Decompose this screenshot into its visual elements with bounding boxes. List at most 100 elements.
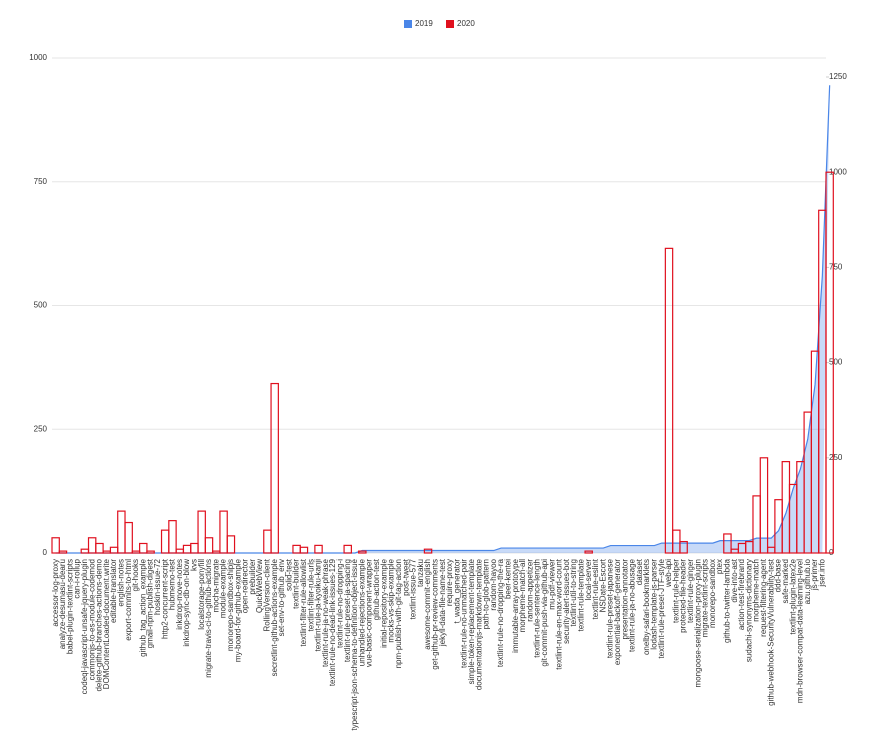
- x-tick-label: prebuilder: [248, 559, 257, 595]
- x-tick-label: github_tag_action_example: [138, 558, 147, 656]
- legend-label: 2019: [415, 19, 433, 28]
- y-tick-label: 1000: [29, 53, 47, 62]
- x-tick-label: commonjs-to-es-module-codemod: [87, 559, 96, 680]
- x-tick-label: secretlint-github-actions-example: [270, 558, 279, 676]
- y-tick-label: 750: [34, 177, 48, 186]
- x-tick-label: module-example: [219, 558, 228, 618]
- x-tick-label: js-primer: [810, 559, 819, 591]
- x-tick-label: gmail-npm-publish-digest: [146, 558, 155, 648]
- x-tick-label: jser.info: [817, 558, 826, 587]
- y2-tick-label: 500: [829, 358, 843, 367]
- x-tick-label: NSDate-Escort: [598, 558, 607, 612]
- x-tick-label: inkdrop-sync-db-on-blow: [182, 559, 191, 647]
- x-tick-label: set-env-to-github_env: [277, 559, 286, 636]
- x-tick-label: textlint-rule-preset-japanese: [606, 558, 615, 658]
- x-tick-label: mu-pdf-viewer: [547, 559, 556, 610]
- bar: [197, 510, 206, 554]
- bar: [584, 550, 593, 554]
- x-tick-label: require-proxy: [445, 559, 454, 606]
- x-tick-label: textlint-issue-577: [409, 558, 418, 619]
- x-tick-label: accessor-log-proxy: [51, 559, 60, 627]
- x-tick-label: hoskin-issue-72: [153, 558, 162, 615]
- x-tick-label: textlint-rule-no-dead-link-issues-129: [328, 558, 337, 686]
- x-tick-label: beer-kentei: [503, 559, 512, 599]
- bar: [139, 542, 148, 554]
- x-tick-label: export-commits-to-html: [124, 559, 133, 641]
- x-tick-label: path-to-glob-pattern: [482, 559, 491, 629]
- x-tick-label: textlint-filter-rule-allowlist: [299, 558, 308, 646]
- x-tick-label: mdn-browser-compat-data-learning-level: [796, 559, 805, 703]
- x-tick-label: github-action-test: [372, 558, 381, 620]
- x-tick-label: dive-into-ast: [730, 558, 739, 602]
- x-tick-label: npm-publish-with-git-tag-action: [394, 559, 403, 668]
- bar: [80, 548, 90, 554]
- x-tick-label: textlint-rule-en-max-word-count: [555, 558, 564, 669]
- x-tick-label: textlint-rule-preset-ja-spacing: [343, 559, 352, 662]
- y2-tick-label: 1250: [829, 72, 847, 81]
- bar: [664, 247, 674, 554]
- x-tick-label: random-appetizer: [525, 559, 534, 622]
- bar: [270, 382, 279, 554]
- x-tick-label: http2-concurrent-script: [160, 558, 169, 639]
- area-fill: [55, 85, 830, 553]
- y-tick-label: 500: [34, 301, 48, 310]
- bar: [204, 537, 214, 554]
- bar: [423, 548, 433, 554]
- x-tick-label: can-i-rollup: [73, 558, 82, 598]
- x-tick-label: random-hayoo: [489, 558, 498, 610]
- bar: [343, 544, 352, 554]
- x-tick-label: monorepo-sandbox: [708, 559, 717, 628]
- x-tick-label: unhandled-rejections-example: [357, 558, 366, 666]
- x-tick-label: git-commit-push-via-github-api: [540, 559, 549, 667]
- y2-tick-label: 750: [829, 263, 843, 272]
- x-tick-label: migrate-textlint-scripts: [701, 559, 710, 637]
- bar: [131, 550, 141, 554]
- y-tick-label: 0: [43, 548, 48, 557]
- x-tick-label: delete-github-branches-actions-demo: [95, 558, 104, 691]
- x-tick-label: action-test-firebrand: [737, 559, 746, 630]
- x-tick-label: hubmemo-test: [168, 558, 177, 610]
- bar: [314, 544, 323, 554]
- x-tick-label: post-tweet: [401, 558, 410, 596]
- x-tick-label: mocha-migrate: [211, 558, 220, 612]
- bar: [679, 540, 688, 554]
- x-tick-label: textlint-filter-rule-urls: [306, 559, 315, 631]
- bar: [759, 457, 769, 554]
- x-tick-label: awesome-commit-english: [423, 559, 432, 650]
- x-tick-label: ptex: [715, 559, 724, 574]
- x-tick-label: vue-basic-component-wrapper: [365, 559, 374, 667]
- x-tick-label: security-alert-issues-bot: [562, 558, 571, 644]
- x-tick-label: initial-repository-example: [379, 558, 388, 647]
- y2-tick-label: 1000: [829, 167, 847, 176]
- x-tick-label: solid-test: [284, 558, 293, 591]
- x-tick-label: textlint-rule-sentence-length: [533, 559, 542, 658]
- bar: [117, 510, 126, 554]
- x-tick-label: textlint-rule-no-dropping-i: [336, 559, 345, 648]
- x-tick-label: azu.github.io: [803, 558, 812, 604]
- bar: [124, 521, 133, 554]
- x-tick-label: web-api: [664, 559, 673, 588]
- x-tick-label: textlint-rule-ja-kyoiku-kanji: [314, 559, 323, 652]
- bar: [825, 171, 834, 554]
- x-tick-label: safe-marked: [781, 559, 790, 603]
- x-tick-label: analyze-desumasu-dearu: [58, 559, 67, 649]
- area-line: [55, 85, 831, 554]
- x-tick-label: textlint-rule-no-dropping-the-ra: [496, 558, 505, 667]
- bar: [292, 544, 301, 554]
- bar: [146, 550, 155, 554]
- x-tick-label: get-github-pr-review-comments: [430, 559, 439, 670]
- x-tick-label: dataset: [635, 558, 644, 585]
- x-tick-label: simple-token-replacement-template: [467, 558, 476, 684]
- x-tick-label: open-redirector: [241, 559, 250, 614]
- x-tick-label: textlint-rule-eslint: [591, 558, 600, 619]
- x-tick-label: protected-file-header: [679, 559, 688, 633]
- x-tick-label: immutable-array-prototype: [511, 558, 520, 652]
- x-tick-label: DOMContentLoaded-document.write: [102, 558, 111, 689]
- bar: [299, 546, 309, 554]
- x-tick-label: textlint-rule-ja-no-weak-phrase: [321, 558, 330, 667]
- x-tick-label: lodash-template-js-parser: [650, 559, 659, 650]
- x-tick-label: textlint-util-to-string: [569, 559, 578, 627]
- bar: [212, 550, 221, 554]
- x-tick-label: git-hooks: [131, 559, 140, 591]
- x-tick-label: textlint-rule-ja-no-abusage: [628, 558, 637, 651]
